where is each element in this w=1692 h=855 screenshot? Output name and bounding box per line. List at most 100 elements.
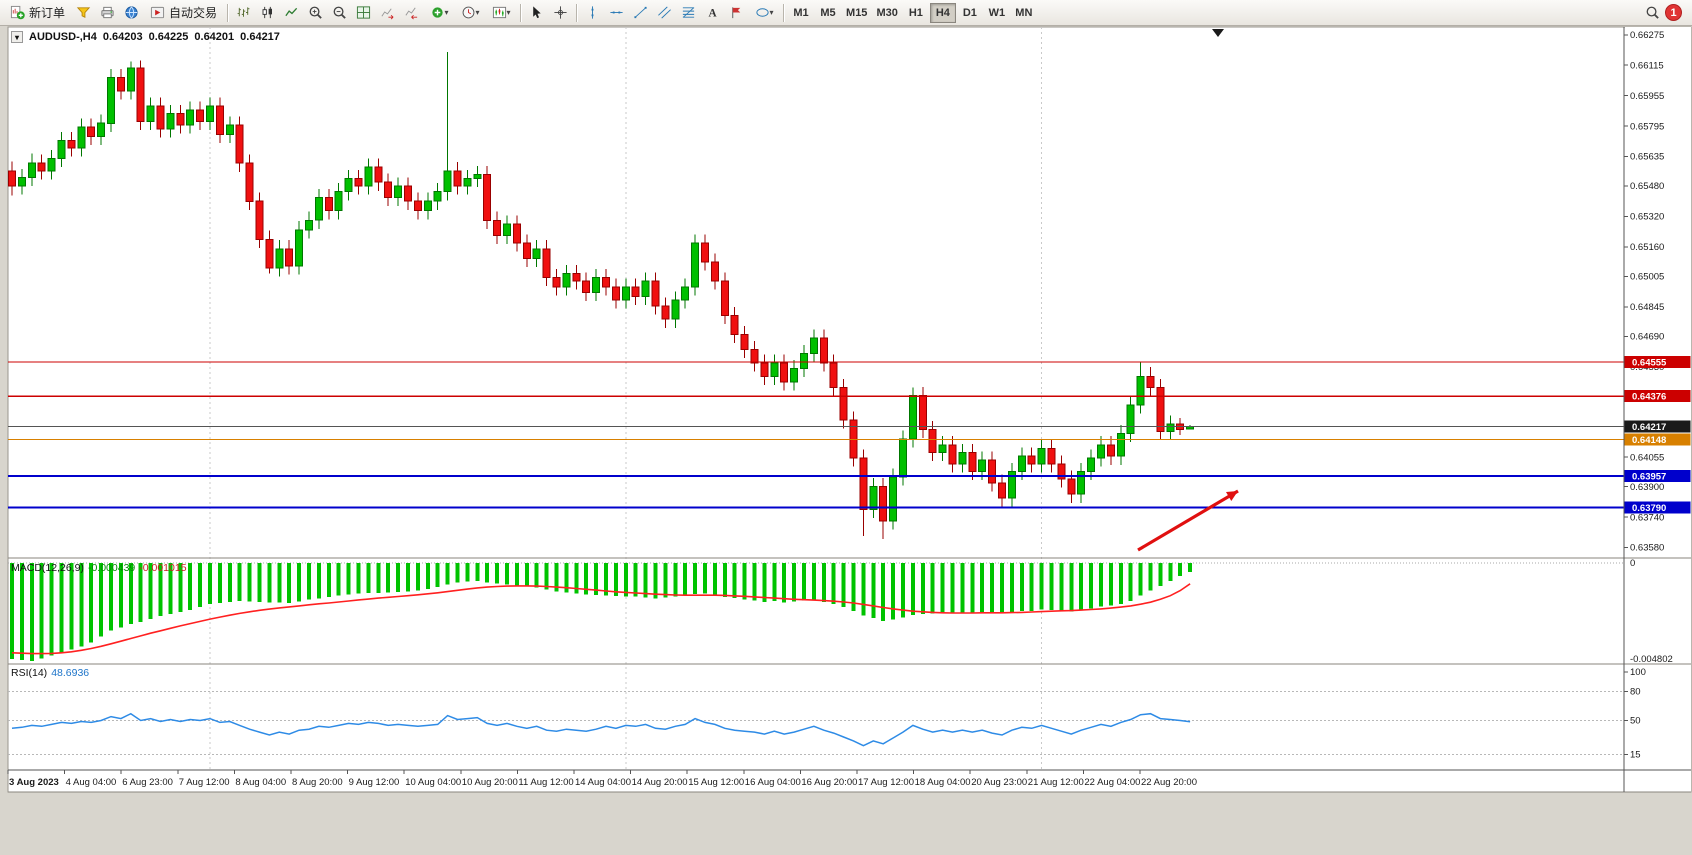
- chart-menu-icon[interactable]: ▾: [11, 31, 24, 43]
- svg-text:21 Aug 12:00: 21 Aug 12:00: [1028, 777, 1084, 788]
- tile-windows-button[interactable]: [352, 2, 375, 24]
- svg-text:0.65005: 0.65005: [1630, 272, 1664, 283]
- svg-text:0.64217: 0.64217: [1632, 422, 1666, 433]
- zoom-out-icon: [333, 6, 346, 19]
- svg-text:0.64055: 0.64055: [1630, 452, 1664, 463]
- timeframe-m15-button[interactable]: M15: [842, 3, 871, 23]
- timeframe-h4-button[interactable]: H4: [929, 2, 956, 23]
- toolbar-separator: [576, 3, 578, 22]
- auto-scroll-icon: [381, 8, 394, 20]
- svg-text:7 Aug 12:00: 7 Aug 12:00: [179, 777, 230, 788]
- label-tool-button[interactable]: [725, 2, 748, 24]
- horizontal-line-icon: [610, 11, 623, 14]
- add-indicator-button[interactable]: ▾: [424, 2, 454, 24]
- svg-text:0: 0: [1630, 558, 1635, 569]
- svg-text:0.64148: 0.64148: [1632, 435, 1666, 446]
- chevron-down-icon: ▾: [444, 8, 449, 17]
- horizontal-levels-layer[interactable]: [8, 361, 1624, 509]
- timeframe-m30-button[interactable]: M30: [872, 3, 901, 23]
- templates-button[interactable]: ▾: [486, 2, 516, 24]
- line-chart-button[interactable]: [280, 2, 303, 24]
- timeframe-d1-button[interactable]: D1: [957, 3, 983, 23]
- trendline-tool-button[interactable]: [629, 2, 652, 24]
- chart-symbol-period: AUDUSD-,H4: [29, 31, 97, 43]
- macd-pane[interactable]: [8, 562, 1624, 661]
- candlestick-chart-button[interactable]: [256, 2, 279, 24]
- fibonacci-icon: [682, 7, 695, 18]
- svg-text:0.63740: 0.63740: [1630, 512, 1664, 523]
- toolbar-separator: [227, 3, 229, 22]
- timeframe-mn-button[interactable]: MN: [1011, 3, 1037, 23]
- cursor-button[interactable]: [525, 2, 548, 24]
- channel-icon: [658, 6, 671, 19]
- cursor-icon: [533, 6, 541, 19]
- crosshair-button[interactable]: [549, 2, 572, 24]
- chevron-down-icon: ▾: [769, 8, 774, 17]
- vertical-line-tool-button[interactable]: [581, 2, 604, 24]
- printer-icon: [101, 6, 114, 19]
- auto-scroll-button[interactable]: [376, 2, 399, 24]
- rsi-pane[interactable]: [8, 690, 1624, 755]
- fibonacci-tool-button[interactable]: [677, 2, 700, 24]
- timeframe-m5-button[interactable]: M5: [815, 3, 841, 23]
- timeframe-w1-button[interactable]: W1: [984, 3, 1010, 23]
- svg-text:0.63790: 0.63790: [1632, 503, 1666, 514]
- tile-windows-icon: [356, 6, 371, 19]
- zoom-in-icon: [309, 6, 322, 19]
- svg-text:0.66275: 0.66275: [1630, 30, 1664, 41]
- text-tool-button[interactable]: A: [701, 2, 724, 24]
- timeframe-h1-button[interactable]: H1: [903, 3, 929, 23]
- chevron-down-icon: ▾: [506, 8, 511, 17]
- svg-text:0.65955: 0.65955: [1630, 91, 1664, 102]
- new-order-button[interactable]: 新订单: [4, 2, 71, 24]
- svg-text:0.66115: 0.66115: [1630, 60, 1664, 71]
- svg-text:16 Aug 04:00: 16 Aug 04:00: [745, 777, 801, 788]
- rsi-name: RSI(14): [11, 667, 48, 679]
- auto-trading-label: 自动交易: [169, 6, 218, 20]
- rsi-indicator-label: RSI(14) 48.6936: [11, 667, 89, 679]
- svg-text:15 Aug 12:00: 15 Aug 12:00: [688, 777, 744, 788]
- main-toolbar: 新订单 自动交易 ▾ ▾ ▾: [0, 0, 1692, 26]
- new-order-icon: [10, 5, 25, 20]
- horizontal-line-tool-button[interactable]: [605, 2, 628, 24]
- periods-button[interactable]: ▾: [455, 2, 485, 24]
- zoom-out-button[interactable]: [328, 2, 351, 24]
- svg-text:4 Aug 04:00: 4 Aug 04:00: [66, 777, 117, 788]
- chart-close-value: 0.64217: [240, 31, 280, 43]
- svg-text:17 Aug 12:00: 17 Aug 12:00: [858, 777, 914, 788]
- trendline-icon: [634, 6, 647, 19]
- svg-text:A: A: [708, 7, 717, 19]
- metaeditor-button[interactable]: [72, 2, 95, 24]
- price-axis: 0.66275 0.66115 0.65955 0.65795 0.65635 0.654…: [8, 27, 1691, 793]
- svg-text:22 Aug 20:00: 22 Aug 20:00: [1141, 777, 1197, 788]
- community-button[interactable]: [120, 2, 143, 24]
- svg-text:50: 50: [1630, 716, 1641, 727]
- notification-badge[interactable]: 1: [1665, 4, 1682, 21]
- channel-tool-button[interactable]: [653, 2, 676, 24]
- auto-trading-button[interactable]: 自动交易: [144, 2, 223, 24]
- svg-text:22 Aug 04:00: 22 Aug 04:00: [1084, 777, 1140, 788]
- toolbar-separator: [520, 3, 522, 22]
- candles-layer[interactable]: [8, 51, 1195, 539]
- chart-overlays[interactable]: [1137, 29, 1239, 552]
- template-icon: [492, 6, 506, 19]
- shapes-button[interactable]: ▾: [749, 2, 779, 24]
- svg-text:0.63580: 0.63580: [1630, 543, 1664, 554]
- search-button[interactable]: [1641, 2, 1664, 24]
- svg-text:0.65160: 0.65160: [1630, 242, 1664, 253]
- svg-text:0.65635: 0.65635: [1630, 152, 1664, 163]
- toolbar-separator: [783, 3, 785, 22]
- timeframe-m1-button[interactable]: M1: [788, 3, 814, 23]
- bar-chart-button[interactable]: [232, 2, 255, 24]
- svg-text:3 Aug 2023: 3 Aug 2023: [9, 777, 59, 788]
- flag-label-icon: [732, 7, 741, 19]
- svg-text:14 Aug 04:00: 14 Aug 04:00: [575, 777, 631, 788]
- macd-signal-value: -0.001015: [139, 562, 187, 574]
- chart-shift-button[interactable]: [400, 2, 423, 24]
- zoom-in-button[interactable]: [304, 2, 327, 24]
- print-button[interactable]: [96, 2, 119, 24]
- add-indicator-icon: [431, 7, 443, 18]
- svg-text:9 Aug 12:00: 9 Aug 12:00: [349, 777, 400, 788]
- svg-text:0.64555: 0.64555: [1632, 358, 1667, 369]
